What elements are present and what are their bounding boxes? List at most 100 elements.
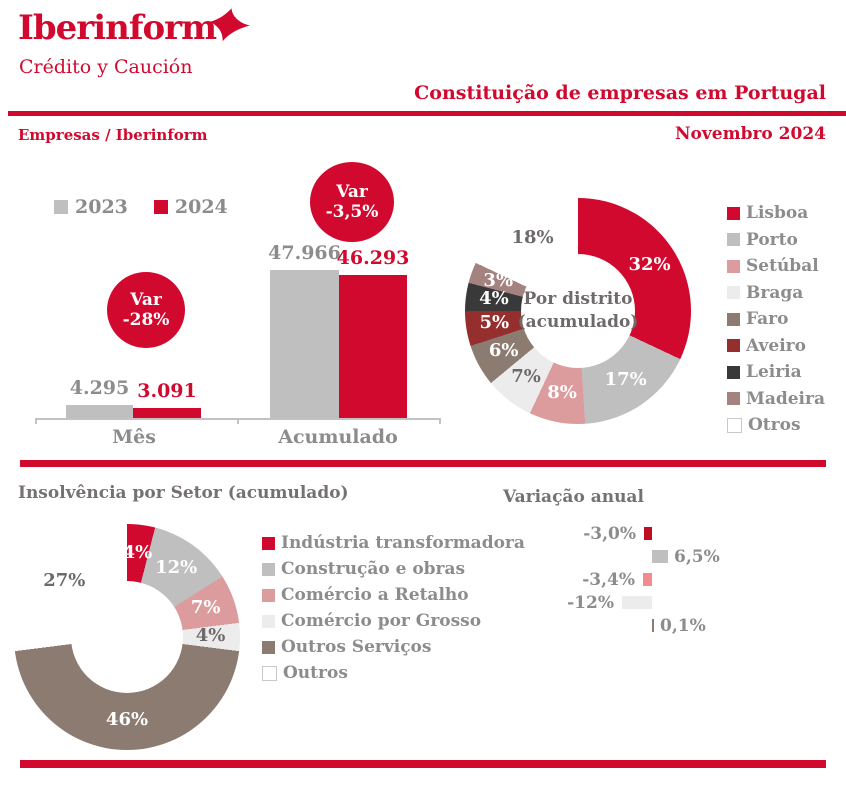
axis-tick bbox=[439, 418, 441, 424]
legend-item: 2024 bbox=[153, 196, 228, 218]
donut-center-text: Por distrito bbox=[523, 289, 633, 310]
donut-segment-label: 5% bbox=[479, 312, 510, 334]
bar-Mês-2023 bbox=[66, 405, 133, 418]
donut-segment-label: 17% bbox=[604, 369, 647, 391]
legend-item: Indústria transformadora bbox=[262, 530, 525, 556]
variation-bar-label: -3,4% bbox=[582, 570, 635, 590]
legend-item: Aveiro bbox=[727, 333, 825, 360]
legend-item: Braga bbox=[727, 280, 825, 307]
legend-swatch bbox=[727, 417, 742, 433]
legend-item: Comércio a Retalho bbox=[262, 582, 525, 608]
legend-item: Comércio por Grosso bbox=[262, 608, 525, 634]
legend-swatch bbox=[262, 588, 275, 602]
donut-segment-label: 4% bbox=[122, 542, 153, 564]
logo-text: Iberinform bbox=[18, 8, 217, 48]
variation-badge: Var -3,5% bbox=[310, 162, 394, 242]
legend-label: Lisboa bbox=[746, 203, 809, 224]
variation-chart-title: Variação anual bbox=[503, 487, 644, 507]
legend-swatch bbox=[727, 286, 740, 300]
legend-swatch bbox=[54, 200, 68, 214]
legend-label: Construção e obras bbox=[281, 559, 466, 579]
legend-swatch bbox=[727, 233, 740, 247]
legend-label: 2023 bbox=[75, 196, 128, 218]
legend-swatch bbox=[727, 365, 740, 379]
variation-badge-title: Var bbox=[336, 181, 368, 202]
district-legend: Lisboa Porto Setúbal Braga Faro Aveiro Leiria M… bbox=[727, 200, 825, 439]
variation-bar bbox=[643, 573, 652, 586]
variation-bar-label: -3,0% bbox=[583, 524, 636, 544]
variation-badge-title: Var bbox=[130, 289, 162, 310]
donut-segment-label: 32% bbox=[628, 253, 671, 275]
donut-center bbox=[71, 581, 183, 693]
page-title: Constituição de empresas em Portugal bbox=[414, 82, 826, 104]
legend-item: 2023 bbox=[54, 196, 128, 218]
legend-label: Faro bbox=[746, 309, 789, 330]
bar-Acumulado-2023 bbox=[270, 270, 339, 418]
legend-swatch bbox=[262, 640, 275, 654]
donut-segment-label: 7% bbox=[511, 365, 541, 387]
variation-bar-label: 6,5% bbox=[674, 547, 720, 567]
header-left-label: Empresas / Iberinform bbox=[18, 126, 208, 144]
legend-label: Madeira bbox=[746, 388, 825, 409]
legend-item: Construção e obras bbox=[262, 556, 525, 582]
legend-item: Outros bbox=[262, 660, 525, 686]
legend-label: Leiria bbox=[746, 362, 802, 383]
variation-bar bbox=[652, 619, 654, 632]
axis-tick bbox=[237, 418, 239, 424]
legend-item: Lisboa bbox=[727, 200, 825, 227]
bar-Mês-2024 bbox=[133, 408, 201, 418]
legend-swatch bbox=[727, 392, 740, 406]
legend-item: Madeira bbox=[727, 386, 825, 413]
donut-segment-label: 7% bbox=[190, 596, 221, 618]
legend-item: Outros Serviços bbox=[262, 634, 525, 660]
legend-swatch bbox=[727, 339, 740, 353]
donut-segment-label: 3% bbox=[483, 270, 514, 292]
legend-label: Outros Serviços bbox=[281, 637, 432, 657]
variation-bar bbox=[652, 550, 668, 563]
legend-item: Setúbal bbox=[727, 253, 825, 280]
axis-tick bbox=[35, 418, 37, 424]
legend-swatch bbox=[727, 206, 740, 220]
header-rule bbox=[8, 111, 846, 116]
legend-label: Indústria transformadora bbox=[281, 533, 525, 553]
legend-label: Comércio a Retalho bbox=[281, 585, 469, 605]
district-donut-chart: 32% 17% 8% 7% 6% 5% 4% 3% 18% Por distrito (acumul… bbox=[465, 198, 691, 424]
legend-label: Porto bbox=[746, 229, 798, 250]
variation-bar bbox=[622, 596, 652, 609]
legend-item: Leiria bbox=[727, 359, 825, 386]
legend-swatch bbox=[153, 200, 168, 214]
donut-segment-label: 6% bbox=[488, 339, 519, 361]
donut-center-text: (acumulado) bbox=[517, 312, 639, 332]
legend-label: Aveiro bbox=[746, 335, 806, 356]
variation-bar bbox=[644, 527, 652, 540]
logo-subtitle: Crédito y Caución bbox=[19, 56, 193, 78]
legend-label: Braga bbox=[746, 282, 804, 303]
variation-bar-label: 0,1% bbox=[660, 616, 706, 636]
legend-swatch bbox=[262, 536, 275, 550]
footer-rule bbox=[20, 760, 826, 768]
legend-swatch bbox=[727, 259, 740, 273]
variation-badge-value: -3,5% bbox=[325, 202, 379, 222]
bar-value-label: 46.293 bbox=[336, 247, 410, 269]
sector-legend: Indústria transformadora Construção e obr… bbox=[262, 530, 525, 686]
category-label: Acumulado bbox=[278, 426, 398, 448]
bar-value-label: 3.091 bbox=[137, 380, 197, 402]
variation-bar-label: -12% bbox=[567, 593, 614, 613]
bird-logo-icon bbox=[210, 8, 252, 46]
donut-center: Por distrito (acumulado) bbox=[518, 254, 638, 368]
variation-badge-value: -28% bbox=[122, 310, 170, 330]
bar-Acumulado-2024 bbox=[339, 275, 407, 418]
legend-swatch bbox=[262, 614, 275, 628]
sector-donut-chart: 4% 12% 7% 4% 46% 27% bbox=[14, 524, 240, 750]
donut-segment-label: 46% bbox=[105, 708, 149, 730]
legend-item: Otros bbox=[727, 412, 825, 439]
category-label: Mês bbox=[112, 426, 156, 448]
bar-chart-legend: 2023 2024 bbox=[54, 196, 228, 218]
section-divider bbox=[20, 460, 826, 467]
legend-swatch bbox=[262, 665, 277, 681]
donut-segment-label: 12% bbox=[155, 557, 198, 579]
bar-value-label: 4.295 bbox=[69, 377, 130, 399]
donut-segment-label: 18% bbox=[511, 227, 554, 249]
legend-swatch bbox=[262, 562, 275, 576]
